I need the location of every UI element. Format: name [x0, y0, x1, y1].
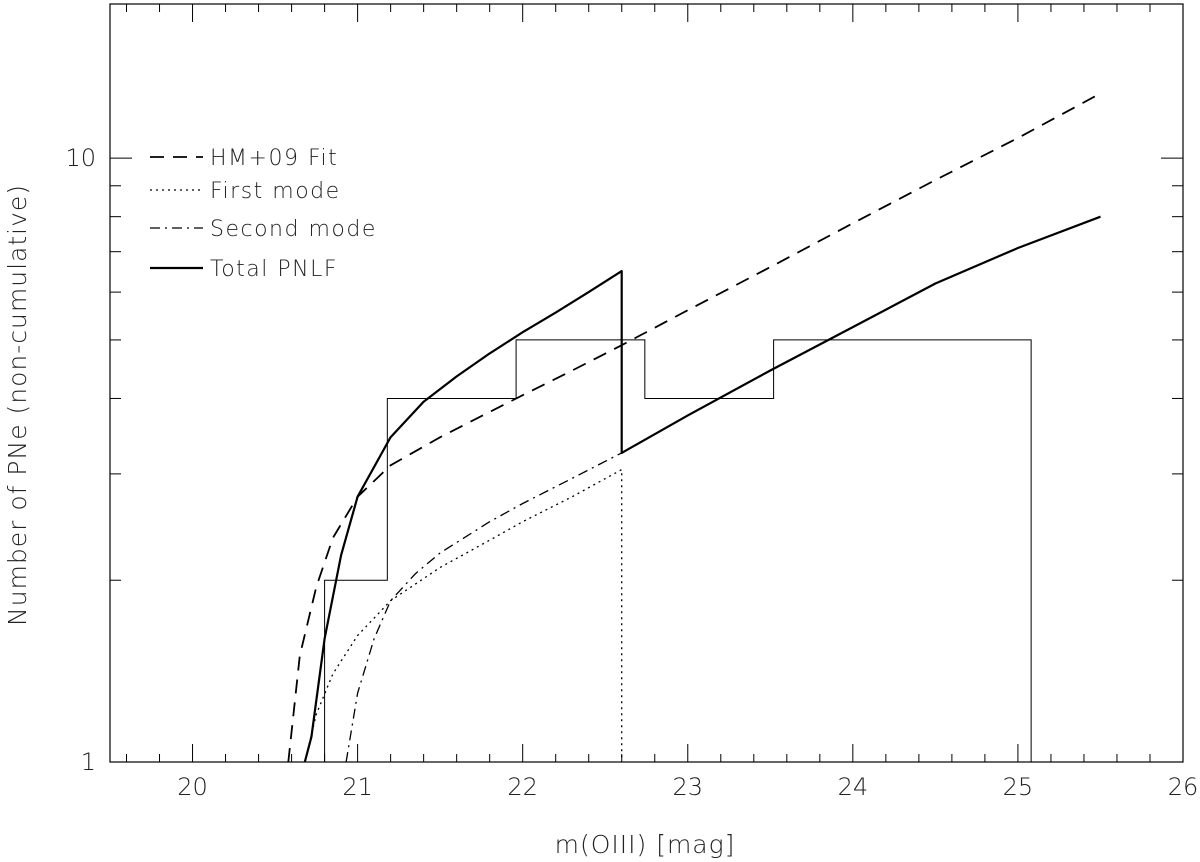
series-second-mode [345, 452, 622, 763]
x-tick-label: 20 [177, 773, 208, 801]
plot-border [109, 3, 1184, 763]
histogram [324, 339, 1032, 762]
legend-label: Total PNLF [210, 257, 338, 282]
x-tick-label: 23 [672, 773, 703, 801]
x-tick-label: 22 [507, 773, 538, 801]
series-total-pnlf [303, 215, 1101, 763]
series-first-mode [304, 468, 623, 763]
y-axis-title: Number of PNe (non-cumulative) [3, 184, 32, 626]
legend: HM+09 Fit First mode Second mode Total PNLF [150, 146, 377, 282]
y-tick-label: 10 [65, 144, 96, 172]
y-axis-ticks: 1 10 [65, 144, 1183, 776]
x-tick-label: 21 [342, 773, 373, 801]
legend-label: Second mode [210, 217, 377, 242]
legend-label: First mode [210, 179, 341, 204]
x-tick-label: 26 [1168, 773, 1199, 801]
series-lines [287, 92, 1101, 763]
series-hm-09-fit [287, 92, 1101, 763]
x-axis-title: m(OIII) [mag] [555, 830, 736, 859]
x-axis-ticks: 20 21 22 23 24 25 26 [126, 4, 1199, 801]
y-tick-label: 1 [81, 748, 96, 776]
plot-frame [109, 3, 1184, 763]
x-tick-label: 24 [838, 773, 869, 801]
histogram-steps [324, 339, 1032, 762]
legend-label: HM+09 Fit [210, 146, 338, 171]
x-tick-label: 25 [1003, 773, 1034, 801]
